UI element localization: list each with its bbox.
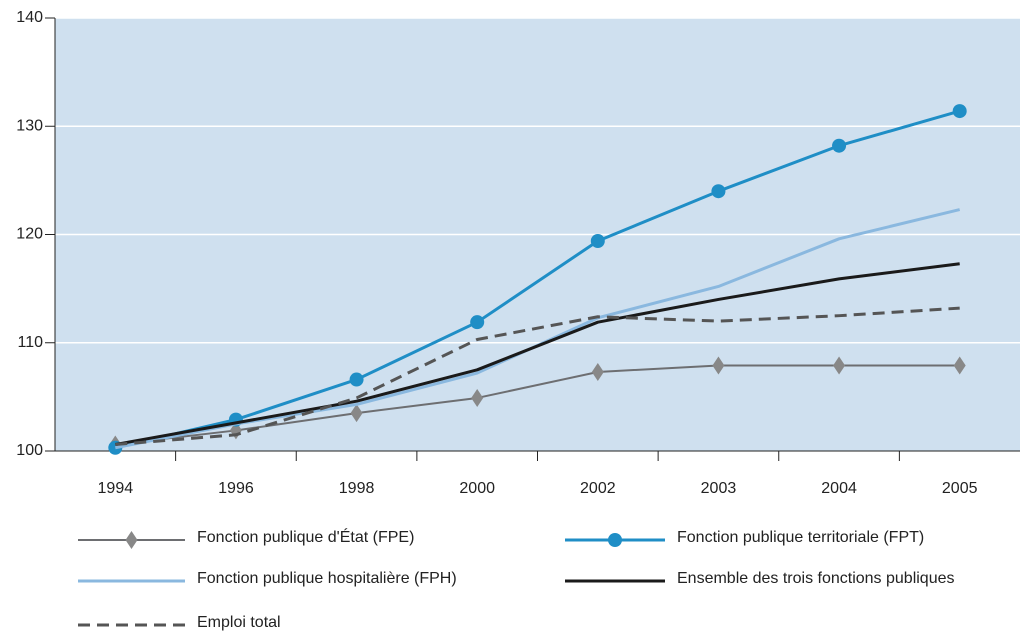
x-tick-label: 2004 bbox=[821, 480, 857, 497]
legend-label: Emploi total bbox=[197, 614, 281, 631]
legend-marker bbox=[125, 531, 138, 549]
x-tick-label: 2005 bbox=[942, 480, 978, 497]
point bbox=[712, 356, 725, 375]
legend-label: Fonction publique hospitalière (FPH) bbox=[197, 570, 457, 587]
x-tick-label: 2002 bbox=[580, 480, 616, 497]
point bbox=[349, 372, 364, 387]
point bbox=[591, 362, 604, 381]
y-tick-label: 120 bbox=[16, 226, 43, 243]
y-tick-label: 140 bbox=[16, 9, 43, 26]
point bbox=[832, 138, 847, 153]
y-tick-label: 110 bbox=[17, 334, 43, 351]
point bbox=[590, 233, 605, 248]
legend-label: Fonction publique territoriale (FPT) bbox=[677, 529, 924, 546]
x-tick-label: 1996 bbox=[218, 480, 254, 497]
point bbox=[711, 184, 726, 199]
y-tick-label: 130 bbox=[16, 117, 43, 134]
x-tick-label: 2003 bbox=[701, 480, 737, 497]
x-tick-label: 1994 bbox=[98, 480, 134, 497]
series-line bbox=[115, 262, 960, 446]
point bbox=[471, 388, 484, 407]
legend-label: Fonction publique d'État (FPE) bbox=[197, 527, 414, 546]
legend-label: Ensemble des trois fonctions publiques bbox=[677, 570, 955, 587]
x-tick-label: 1998 bbox=[339, 480, 375, 497]
point bbox=[953, 356, 966, 375]
y-tick-label: 100 bbox=[16, 442, 43, 459]
point bbox=[470, 315, 485, 330]
legend-marker bbox=[608, 533, 622, 547]
series-line bbox=[115, 306, 960, 447]
x-tick-label: 2000 bbox=[459, 480, 495, 497]
point bbox=[350, 404, 363, 423]
point bbox=[833, 356, 846, 375]
series-line bbox=[114, 109, 961, 450]
point bbox=[952, 104, 967, 119]
